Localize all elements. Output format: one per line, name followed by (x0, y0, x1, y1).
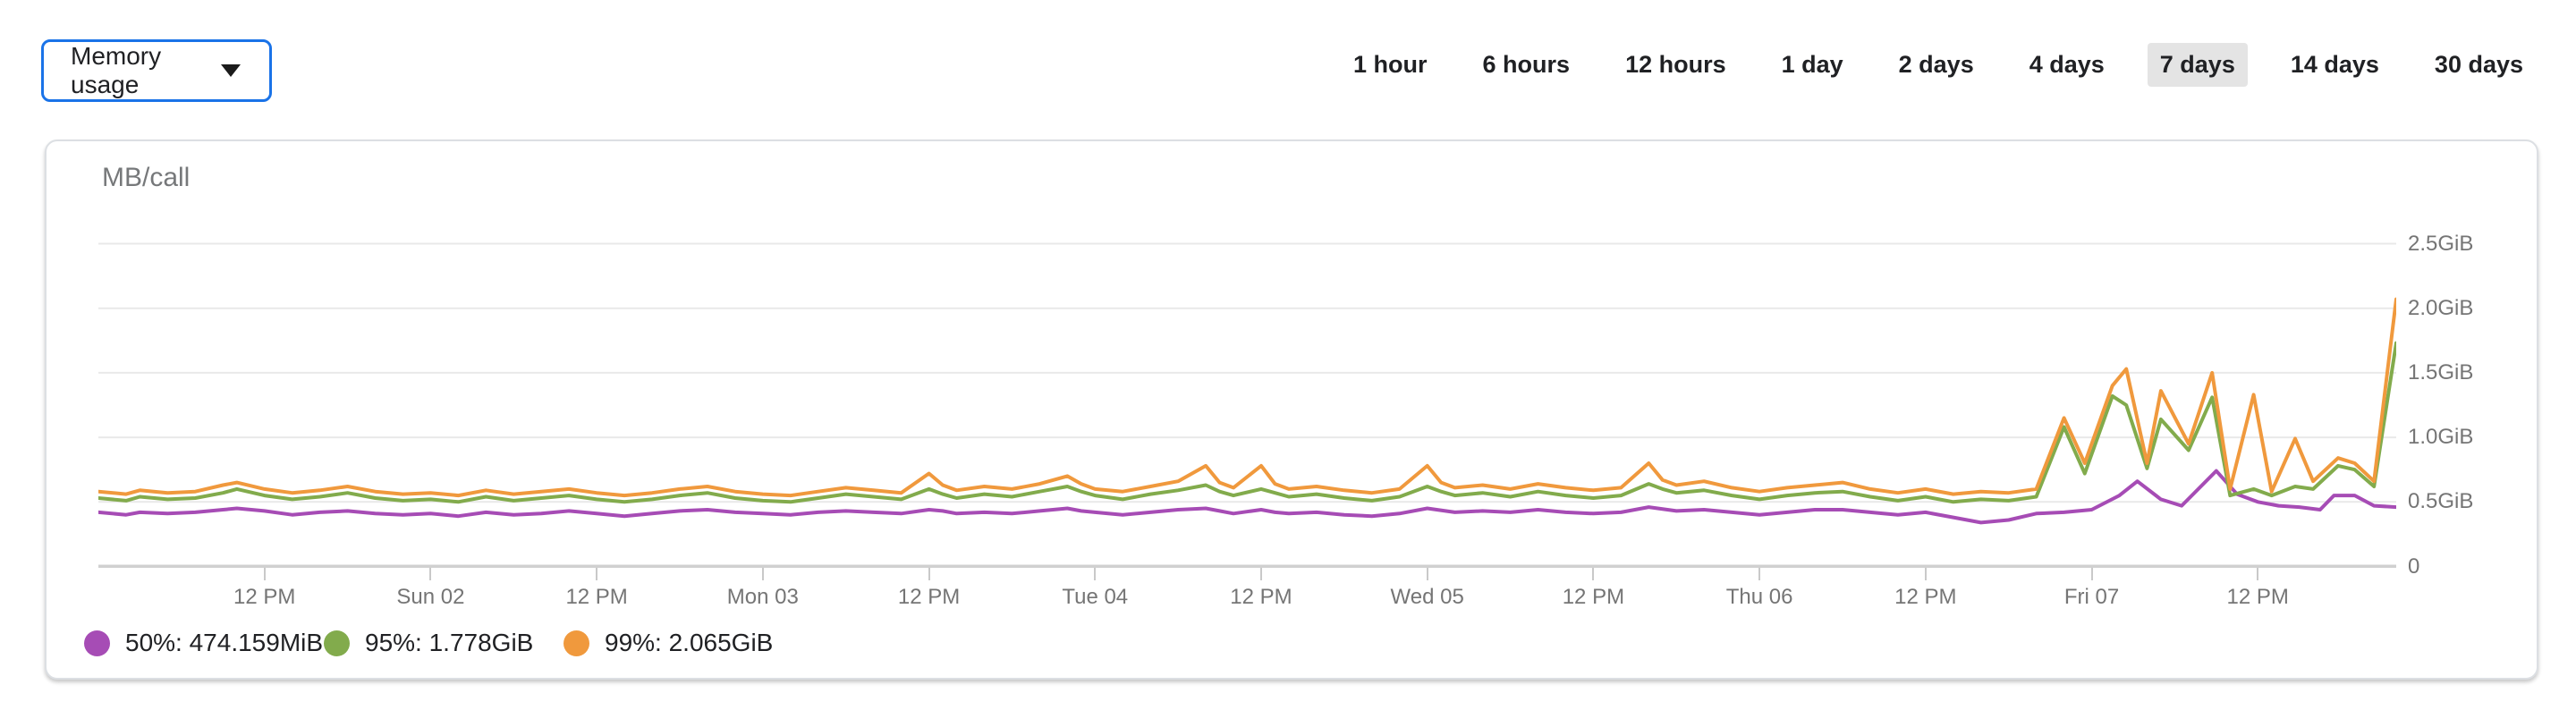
time-range-7-days[interactable]: 7 days (2147, 42, 2248, 87)
x-tick-mark (429, 568, 432, 580)
x-tick-label: 12 PM (2226, 585, 2289, 609)
time-range-30-days[interactable]: 30 days (2434, 50, 2523, 78)
series-line-95% (98, 341, 2396, 504)
x-tick-mark (2090, 568, 2093, 580)
legend-dot-icon (84, 630, 110, 656)
time-range-2-days[interactable]: 2 days (1898, 50, 1974, 78)
x-tick-label: Tue 04 (1062, 585, 1129, 609)
x-tick-label: 12 PM (1230, 585, 1292, 609)
x-tick-mark (1259, 568, 1262, 580)
x-tick-mark (1426, 568, 1428, 580)
y-tick-label: 2.5GiB (2408, 231, 2474, 256)
x-tick-mark (2257, 568, 2259, 580)
metric-dropdown[interactable]: Memory usage (41, 39, 272, 102)
x-tick-mark (263, 568, 266, 580)
y-tick-label: 2.0GiB (2408, 295, 2474, 320)
time-range-1-hour[interactable]: 1 hour (1353, 50, 1428, 78)
x-tick-label: 12 PM (897, 585, 961, 609)
x-tick-label: Mon 03 (726, 585, 799, 609)
legend-label: 95%: 1.778GiB (365, 629, 534, 656)
x-tick-label: Thu 06 (1725, 585, 1793, 609)
x-tick-label: 12 PM (1562, 585, 1625, 609)
x-tick-mark (1592, 568, 1595, 580)
x-tick-mark (1758, 568, 1761, 580)
legend-dot-icon (564, 630, 589, 656)
x-tick-mark (761, 568, 764, 580)
x-tick-label: Fri 07 (2063, 585, 2120, 609)
y-tick-label: 0 (2408, 554, 2420, 579)
metric-dropdown-value: Memory usage (71, 42, 162, 98)
x-tick-label: Sun 02 (396, 585, 465, 609)
legend-label: 50%: 474.159MiB (125, 629, 324, 656)
y-tick-label: 1.5GiB (2408, 359, 2474, 385)
series-line-50% (98, 469, 2396, 525)
time-range-6-hours[interactable]: 6 hours (1482, 50, 1571, 78)
memory-usage-line-chart (98, 242, 2396, 568)
legend-item-99%[interactable]: 99%: 2.065GiB (564, 628, 773, 658)
time-range-selector: 1 hour 6 hours 12 hours 1 day 2 days 4 days 7 … (1341, 36, 2536, 93)
chevron-down-icon (221, 64, 241, 77)
x-tick-mark (1924, 568, 1927, 580)
legend-item-95%[interactable]: 95%: 1.778GiB (324, 628, 533, 658)
chart-card: MB/call 2.5GiB 2.0GiB 1.5GiB 1.0GiB 0.5GiB 0 … (45, 139, 2538, 680)
x-tick-label: Wed 05 (1390, 585, 1464, 609)
x-tick-mark (1094, 568, 1097, 580)
x-tick-label: 12 PM (565, 585, 628, 609)
legend-label: 99%: 2.065GiB (605, 629, 774, 656)
legend-dot-icon (324, 630, 350, 656)
chart-unit-label: MB/call (102, 163, 191, 192)
series-line-99% (98, 297, 2396, 498)
x-tick-mark (596, 568, 598, 580)
x-tick-label: 12 PM (1894, 585, 1957, 609)
time-range-1-day[interactable]: 1 day (1781, 50, 1843, 78)
x-tick-mark (928, 568, 930, 580)
y-tick-label: 1.0GiB (2408, 425, 2474, 450)
time-range-14-days[interactable]: 14 days (2290, 50, 2379, 78)
time-range-4-days[interactable]: 4 days (2029, 50, 2105, 78)
legend-item-50%[interactable]: 50%: 474.159MiB (84, 628, 323, 658)
x-tick-label: 12 PM (233, 585, 296, 609)
time-range-12-hours[interactable]: 12 hours (1625, 50, 1726, 78)
y-tick-label: 0.5GiB (2408, 489, 2474, 514)
